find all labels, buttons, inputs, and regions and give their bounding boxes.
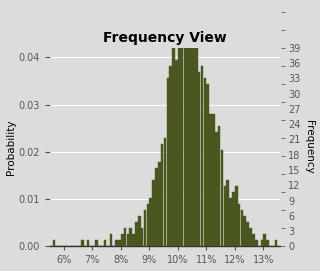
Bar — [172, 48, 175, 246]
Bar — [275, 240, 277, 246]
Y-axis label: Frequency: Frequency — [304, 120, 315, 174]
Bar — [192, 30, 195, 246]
Bar — [218, 126, 220, 246]
Bar — [164, 138, 166, 246]
Text: –: – — [280, 205, 285, 215]
Bar — [187, 42, 189, 246]
Bar — [209, 114, 212, 246]
Text: –: – — [280, 7, 285, 17]
Bar — [87, 240, 89, 246]
Bar — [246, 222, 249, 246]
Bar — [229, 198, 232, 246]
Text: –: – — [280, 61, 285, 71]
Bar — [118, 240, 121, 246]
Bar — [244, 217, 246, 246]
Bar — [260, 240, 263, 246]
Text: –: – — [280, 79, 285, 89]
Bar — [158, 162, 161, 246]
Text: –: – — [280, 188, 285, 197]
Bar — [95, 240, 98, 246]
Bar — [175, 60, 178, 246]
Bar — [206, 84, 209, 246]
Bar — [109, 234, 112, 246]
Bar — [130, 228, 132, 246]
Bar — [241, 210, 243, 246]
Bar — [147, 204, 149, 246]
Bar — [138, 217, 141, 246]
Text: –: – — [280, 151, 285, 162]
Bar — [166, 78, 169, 246]
Bar — [252, 234, 255, 246]
Text: –: – — [280, 25, 285, 35]
Bar — [212, 114, 215, 246]
Bar — [52, 240, 55, 246]
Bar — [201, 66, 203, 246]
Text: –: – — [280, 241, 285, 251]
Bar — [178, 36, 180, 246]
Bar — [263, 234, 266, 246]
Bar — [235, 186, 237, 246]
Text: –: – — [280, 133, 285, 143]
Bar — [104, 240, 107, 246]
Bar — [141, 228, 143, 246]
Bar — [184, 36, 186, 246]
Bar — [81, 240, 84, 246]
Bar — [127, 234, 129, 246]
Bar — [169, 66, 172, 246]
Text: –: – — [280, 43, 285, 53]
Bar — [255, 240, 258, 246]
Bar — [232, 192, 235, 246]
Text: –: – — [280, 97, 285, 107]
Bar — [124, 228, 126, 246]
Bar — [204, 78, 206, 246]
Bar — [161, 144, 164, 246]
Bar — [144, 210, 146, 246]
Bar — [155, 168, 158, 246]
Bar — [266, 240, 269, 246]
Bar — [132, 234, 135, 246]
Bar — [181, 48, 183, 246]
Bar — [221, 150, 223, 246]
Bar — [189, 24, 192, 246]
Bar — [115, 240, 118, 246]
Text: –: – — [280, 223, 285, 233]
Bar — [121, 234, 124, 246]
Bar — [226, 180, 229, 246]
Bar — [249, 228, 252, 246]
Bar — [152, 180, 155, 246]
Bar — [215, 132, 218, 246]
Bar — [135, 222, 138, 246]
Y-axis label: Probability: Probability — [5, 119, 16, 175]
Text: –: – — [280, 169, 285, 179]
Title: Frequency View: Frequency View — [103, 31, 227, 45]
Bar — [198, 72, 201, 246]
Text: –: – — [280, 115, 285, 125]
Bar — [224, 186, 226, 246]
Bar — [149, 198, 152, 246]
Bar — [195, 36, 198, 246]
Bar — [238, 204, 240, 246]
